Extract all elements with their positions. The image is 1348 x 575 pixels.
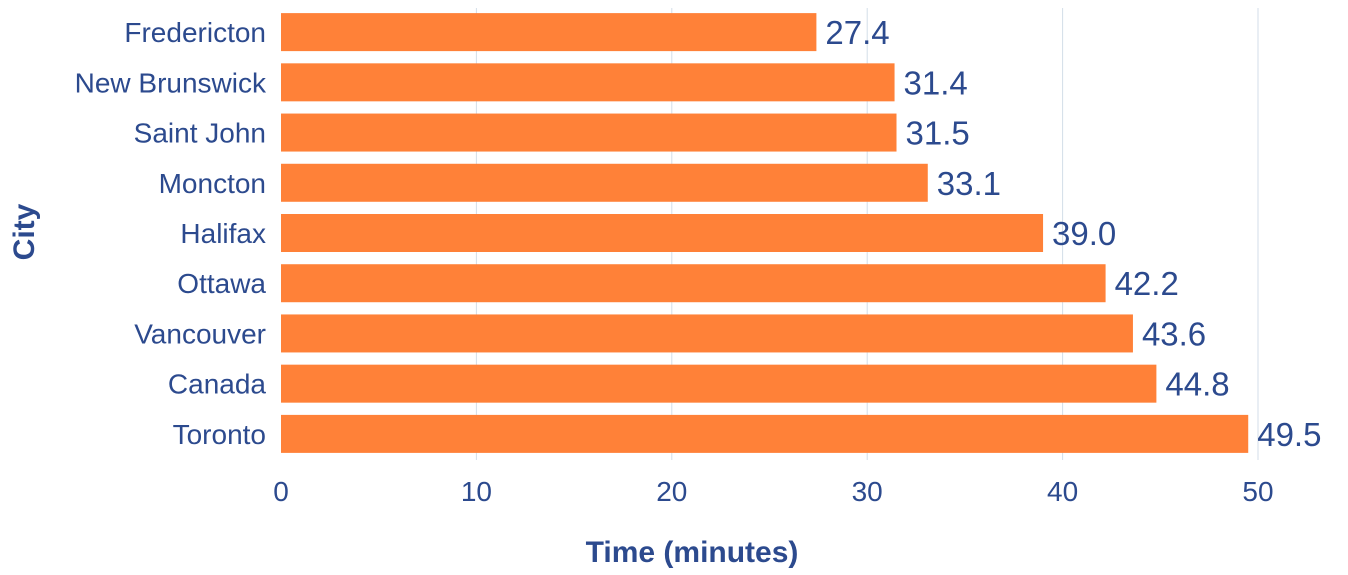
value-labels: 27.4 31.4 31.5 33.1 39.0 42.2 43.6 44.8 49.5 [825, 14, 1321, 453]
bar-value-label: 31.5 [906, 115, 970, 152]
bar-value-label: 44.8 [1165, 366, 1229, 403]
category-label: Saint John [134, 118, 266, 149]
category-label: New Brunswick [75, 67, 267, 98]
bar [281, 314, 1133, 353]
x-tick-labels: 0 10 20 30 40 50 [273, 476, 1273, 507]
bar [281, 63, 895, 102]
bar [281, 13, 817, 52]
bar-value-label: 31.4 [904, 64, 968, 101]
category-labels: Fredericton New Brunswick Saint John Moncto… [75, 17, 267, 450]
category-label: Halifax [180, 218, 266, 249]
bar [281, 214, 1044, 252]
y-axis-title: City [8, 203, 41, 260]
category-label: Toronto [173, 419, 266, 450]
bar-value-label: 27.4 [825, 14, 889, 51]
category-label: Moncton [159, 168, 266, 199]
x-tick-label: 40 [1047, 476, 1078, 507]
category-label: Ottawa [177, 268, 266, 299]
x-tick-label: 0 [273, 476, 289, 507]
bar [281, 264, 1106, 303]
x-tick-label: 20 [656, 476, 687, 507]
x-axis-title: Time (minutes) [586, 536, 799, 569]
bar-value-label: 33.1 [937, 165, 1001, 202]
x-tick-label: 50 [1242, 476, 1273, 507]
bar-value-label: 43.6 [1142, 315, 1206, 352]
bar-value-label: 39.0 [1052, 215, 1116, 252]
bar [281, 364, 1157, 403]
category-label: Vancouver [134, 318, 266, 349]
bar-value-label: 49.5 [1257, 416, 1321, 453]
bar-value-label: 42.2 [1115, 265, 1179, 302]
bar [281, 113, 897, 152]
bar [281, 414, 1249, 453]
x-tick-label: 30 [852, 476, 883, 507]
category-label: Canada [168, 369, 267, 400]
category-label: Fredericton [124, 17, 266, 48]
x-tick-label: 10 [461, 476, 492, 507]
bars [281, 13, 1249, 453]
bar [281, 163, 928, 202]
